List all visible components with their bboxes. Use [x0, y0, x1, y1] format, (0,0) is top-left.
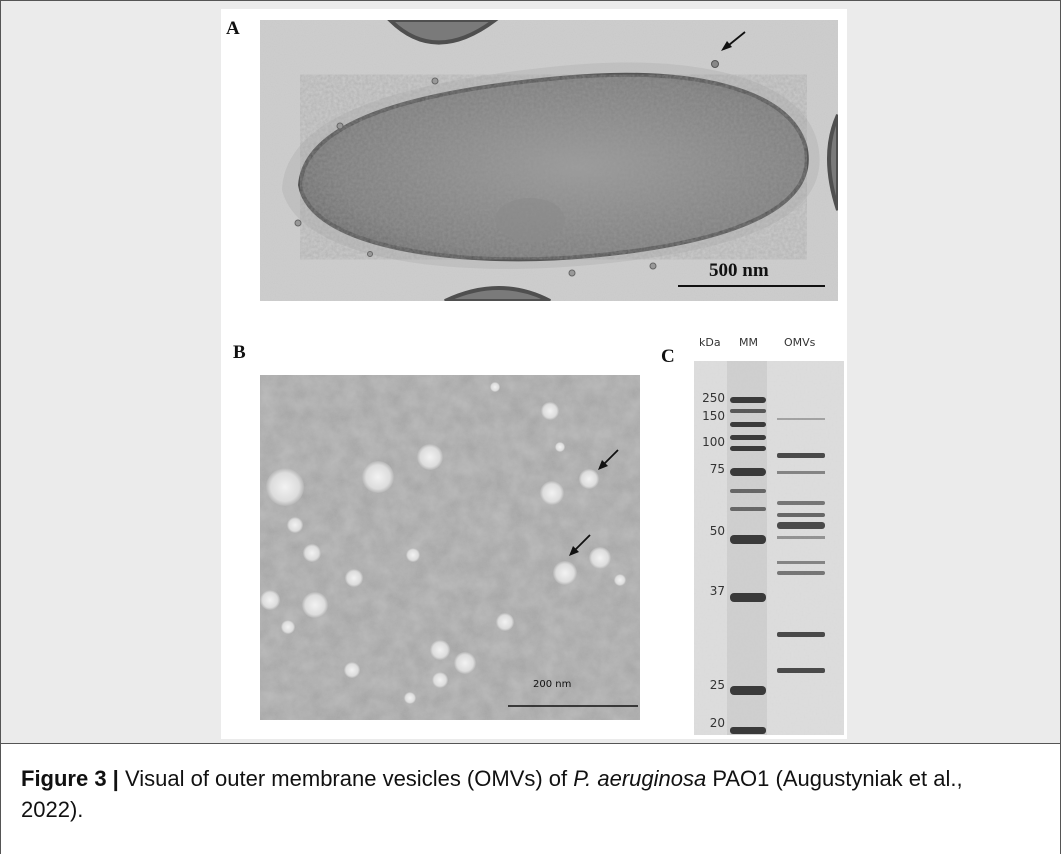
gel-header-mm: MM [739, 336, 758, 349]
mw-label-20: 20 [709, 716, 725, 730]
mw-label-37: 37 [709, 584, 725, 598]
caption-species: P. aeruginosa [573, 766, 707, 791]
panel-b-scale-label: 200 nm [533, 679, 572, 690]
gel-header-kda: kDa [699, 336, 721, 349]
mw-label-50: 50 [709, 524, 725, 538]
gel-header-omvs: OMVs [784, 336, 816, 349]
panel-a-scale-label: 500 nm [709, 260, 769, 281]
panel-c-letter: C [661, 346, 675, 367]
caption-label: Figure 3 | [21, 766, 119, 791]
panel-a-letter: A [226, 18, 240, 39]
panel-c-sds-page-gel [694, 361, 844, 735]
figure-area: A [1, 1, 1060, 743]
caption-area: Figure 3 | Visual of outer membrane vesi… [1, 743, 1060, 854]
caption-text-before: Visual of outer membrane vesicles (OMVs)… [118, 766, 574, 791]
caption-text-after: PAO1 (Augustyniak et al., 2022). [21, 766, 963, 822]
mw-label-75: 75 [709, 462, 725, 476]
mw-label-100: 100 [702, 435, 725, 449]
panel-b-letter: B [233, 342, 246, 363]
mw-label-150: 150 [702, 409, 725, 423]
panel-b-tem-image [260, 375, 640, 720]
panel-a-tem-image [260, 20, 838, 301]
figure-caption: Figure 3 | Visual of outer membrane vesi… [21, 763, 1031, 825]
mw-label-25: 25 [709, 678, 725, 692]
mw-label-250: 250 [702, 391, 725, 405]
figure-panels: A [221, 9, 847, 739]
